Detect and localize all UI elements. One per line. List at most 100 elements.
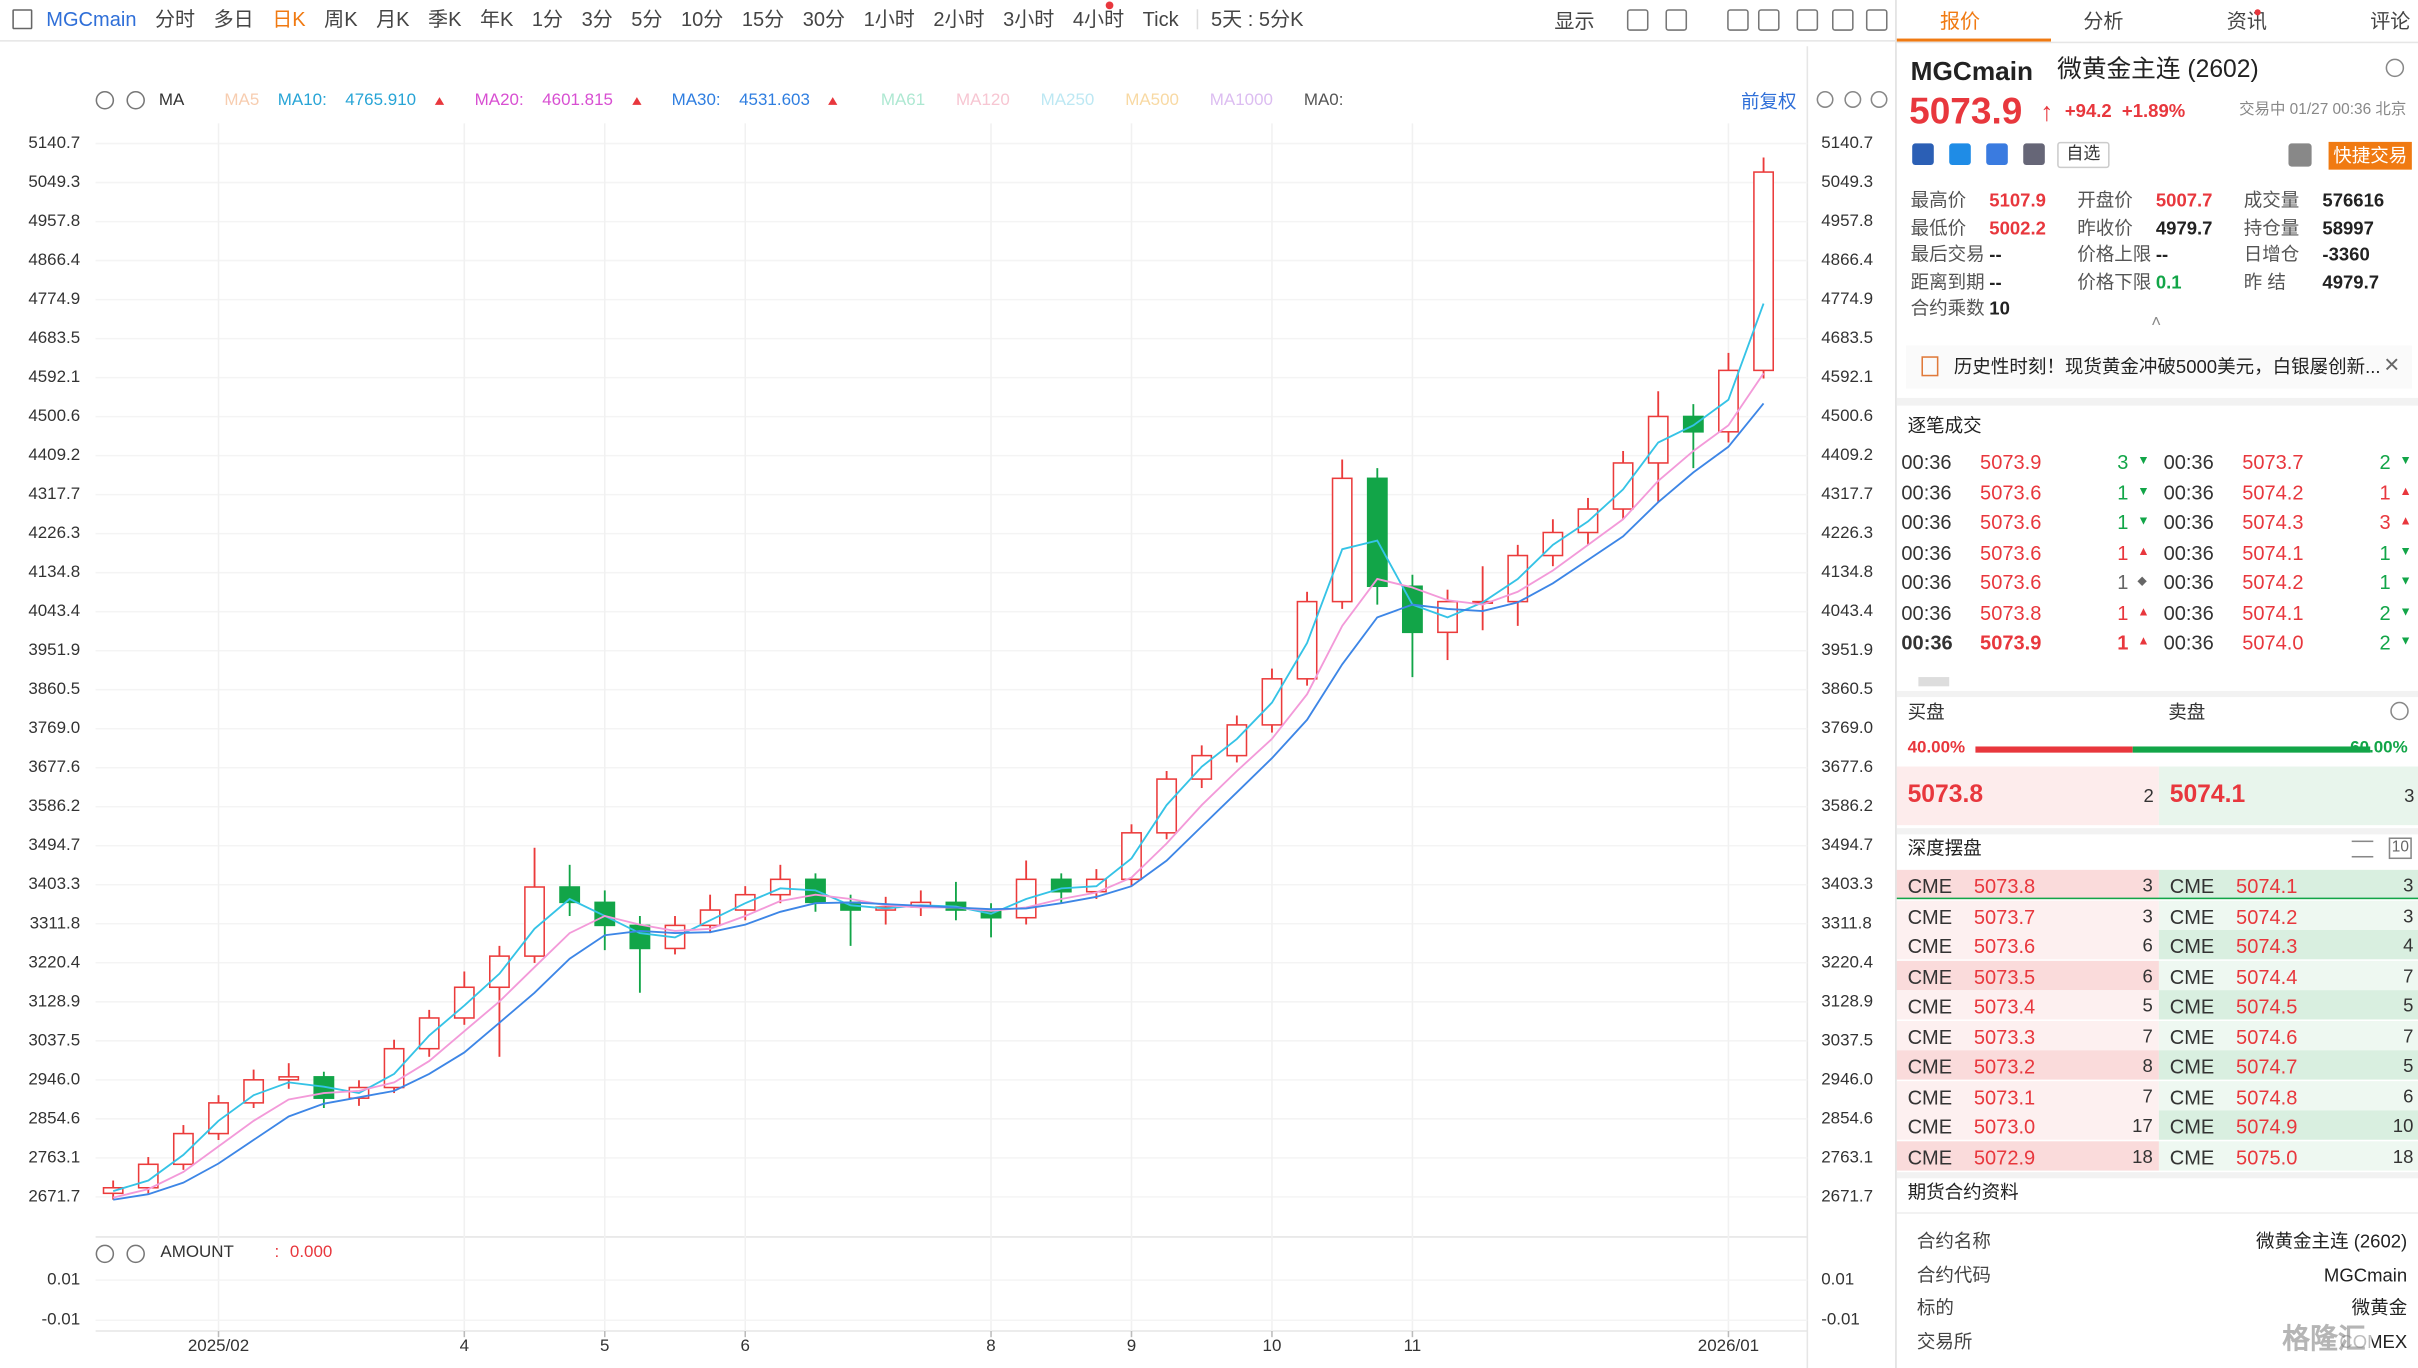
tool-icon[interactable] xyxy=(1796,9,1819,31)
y-tick-label: 3769.0 xyxy=(28,718,80,737)
restore-mode[interactable]: 前复权 xyxy=(1741,90,1797,113)
amount-label[interactable]: AMOUNT xyxy=(160,1243,234,1262)
y-tick-label-right: 3951.9 xyxy=(1821,640,1873,659)
trade-time: 00:36 xyxy=(1901,630,1953,654)
stat-value: 576616 xyxy=(2322,189,2385,212)
trade-time: 00:36 xyxy=(2163,630,2214,654)
quick-trade[interactable]: 快捷交易 xyxy=(2328,141,2412,170)
symbol[interactable]: MGCmain xyxy=(46,7,137,31)
depth-qty: 5 xyxy=(2403,994,2414,1017)
ma-name[interactable]: MA10: xyxy=(277,90,327,110)
depth-count[interactable]: 10 xyxy=(2388,837,2413,860)
depth-cell: 5074.8 xyxy=(2236,1085,2298,1109)
period-tab[interactable]: 多日 xyxy=(213,7,254,31)
ma-value: 4765.910 xyxy=(345,90,417,110)
news-close[interactable]: × xyxy=(2384,350,2400,380)
y-tick-label-right: 4134.8 xyxy=(1821,562,1873,581)
period-tab[interactable]: 3小时 xyxy=(1003,7,1055,31)
stat-value: -- xyxy=(1989,243,2002,266)
trade-direction: ▼ xyxy=(2137,483,2150,498)
period-tab[interactable]: 1分 xyxy=(531,7,564,31)
amount-tick-right: -0.01 xyxy=(1821,1310,1860,1329)
ma-inactive[interactable]: MA500 xyxy=(1125,90,1179,110)
buy-label: 买盘 xyxy=(1907,701,1945,724)
watch-button[interactable]: 自选 xyxy=(2057,141,2110,169)
stat-value: -3360 xyxy=(2322,243,2370,266)
scroll-thumb xyxy=(1918,677,1950,687)
settings-icon[interactable] xyxy=(95,90,115,110)
period-tab[interactable]: 15分 xyxy=(741,7,785,31)
ma-name[interactable]: MA30: xyxy=(671,90,721,110)
period-tab[interactable]: 季K xyxy=(428,7,462,31)
range-select[interactable]: 5天 : 5分K xyxy=(1197,9,1304,29)
period-tab[interactable]: 年K xyxy=(479,7,514,31)
period-tab[interactable]: 3分 xyxy=(581,7,613,31)
period-tab[interactable]: 10分 xyxy=(681,7,724,31)
period-tab[interactable]: 5分 xyxy=(631,7,663,31)
trade-time: 00:36 xyxy=(2163,540,2214,564)
ask-row-bg xyxy=(2158,1140,2418,1170)
y-tick-label: 5049.3 xyxy=(28,172,80,191)
panel-tab[interactable]: 评论 xyxy=(2370,9,2411,33)
stat-label: 最高价 xyxy=(1910,189,1967,212)
tool-icon[interactable] xyxy=(1757,9,1780,31)
tool-icon[interactable] xyxy=(1832,9,1854,31)
tool-icon[interactable] xyxy=(1727,9,1749,31)
period-tab[interactable]: 4小时 xyxy=(1072,7,1125,31)
settings-icon[interactable] xyxy=(95,1244,115,1264)
candle-body xyxy=(594,901,616,927)
collapse-caret[interactable]: ˄ xyxy=(2151,313,2162,332)
period-tab[interactable]: Tick xyxy=(1142,7,1179,31)
y-tick-label: 4592.1 xyxy=(28,367,80,386)
ma-inactive[interactable]: MA61 xyxy=(880,90,926,110)
ma-name[interactable]: MA20: xyxy=(474,90,524,110)
stat-value: -- xyxy=(2155,243,2169,266)
period-tab[interactable]: 日K xyxy=(272,7,306,31)
close-icon[interactable] xyxy=(126,90,145,110)
display-menu[interactable]: 显示 xyxy=(1554,9,1595,33)
trade-price: 5073.9 xyxy=(1980,630,2042,654)
depth-cell: 5073.6 xyxy=(1973,934,2036,958)
period-tab[interactable]: 2小时 xyxy=(933,7,985,31)
y-tick-label-right: 3128.9 xyxy=(1821,991,1873,1010)
depth-cell: 5073.5 xyxy=(1973,964,2036,988)
close-icon[interactable] xyxy=(126,1244,145,1264)
ma-inactive[interactable]: MA250 xyxy=(1040,90,1095,110)
period-tab[interactable]: 月K xyxy=(376,7,410,31)
bell-icon[interactable] xyxy=(2288,143,2312,167)
tool-icon[interactable] xyxy=(1865,9,1888,31)
chart-tool[interactable] xyxy=(1870,90,1888,108)
info-value: MGCmain xyxy=(2323,1263,2408,1286)
trade-price: 5073.6 xyxy=(1980,510,2042,534)
candle-body xyxy=(1296,600,1318,680)
ma-inactive[interactable]: MA120 xyxy=(956,90,1010,110)
period-tab[interactable]: 周K xyxy=(324,7,358,31)
depth-cell: CME xyxy=(2169,934,2215,958)
trade-price: 5073.6 xyxy=(1980,480,2042,504)
bid-row-bg xyxy=(1896,1020,2159,1050)
ma-inactive[interactable]: MA0: xyxy=(1303,90,1344,110)
chart-tool[interactable] xyxy=(1844,90,1862,108)
ma-inactive[interactable]: MA5 xyxy=(224,90,260,110)
panel-tab[interactable]: 分析 xyxy=(2083,9,2124,33)
news-text[interactable]: 历史性时刻！现货黄金冲破5000美元，白银屡创新... xyxy=(1953,356,2381,378)
tool-icon[interactable] xyxy=(1665,9,1688,31)
section-title: 逐笔成交 xyxy=(1907,414,1982,437)
period-tab[interactable]: 分时 xyxy=(155,7,196,31)
settings-icon[interactable] xyxy=(2385,58,2405,78)
panel-tab[interactable]: 资讯 xyxy=(2226,9,2267,33)
chart-tool[interactable] xyxy=(1816,90,1834,108)
tool-icon[interactable] xyxy=(1626,9,1649,31)
trade-volume: 3 xyxy=(2117,450,2129,474)
period-tab[interactable]: 30分 xyxy=(802,7,846,31)
trade-volume: 2 xyxy=(2379,600,2391,624)
ma-inactive[interactable]: MA1000 xyxy=(1209,90,1274,110)
y-tick-label: 3311.8 xyxy=(30,913,81,932)
candle-body xyxy=(1647,415,1669,464)
section-gap xyxy=(1896,690,2418,698)
period-tab[interactable]: 1小时 xyxy=(863,7,915,31)
panel-tab[interactable]: 报价 xyxy=(1939,9,1981,33)
stat-value: 4979.7 xyxy=(2155,216,2213,239)
